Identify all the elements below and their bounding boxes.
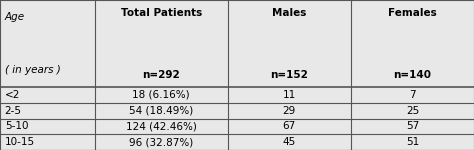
Text: 18 (6.16%): 18 (6.16%)	[132, 90, 190, 100]
Text: 45: 45	[283, 137, 296, 147]
Text: 2-5: 2-5	[5, 106, 22, 116]
Text: n=292: n=292	[142, 69, 180, 80]
Text: Males: Males	[272, 8, 306, 18]
Text: 124 (42.46%): 124 (42.46%)	[126, 121, 197, 131]
Text: 5-10: 5-10	[5, 121, 28, 131]
Text: 10-15: 10-15	[5, 137, 35, 147]
Text: 67: 67	[283, 121, 296, 131]
Text: Total Patients: Total Patients	[120, 8, 202, 18]
Text: n=140: n=140	[393, 69, 431, 80]
Text: 96 (32.87%): 96 (32.87%)	[129, 137, 193, 147]
Text: Females: Females	[388, 8, 437, 18]
Text: 11: 11	[283, 90, 296, 100]
Text: Age: Age	[5, 12, 25, 22]
Text: 57: 57	[406, 121, 419, 131]
Text: 29: 29	[283, 106, 296, 116]
Text: 54 (18.49%): 54 (18.49%)	[129, 106, 193, 116]
Text: 25: 25	[406, 106, 419, 116]
Text: 7: 7	[409, 90, 416, 100]
Text: <2: <2	[5, 90, 20, 100]
Text: n=152: n=152	[270, 69, 308, 80]
Text: ( in years ): ( in years )	[5, 65, 61, 75]
Text: 51: 51	[406, 137, 419, 147]
